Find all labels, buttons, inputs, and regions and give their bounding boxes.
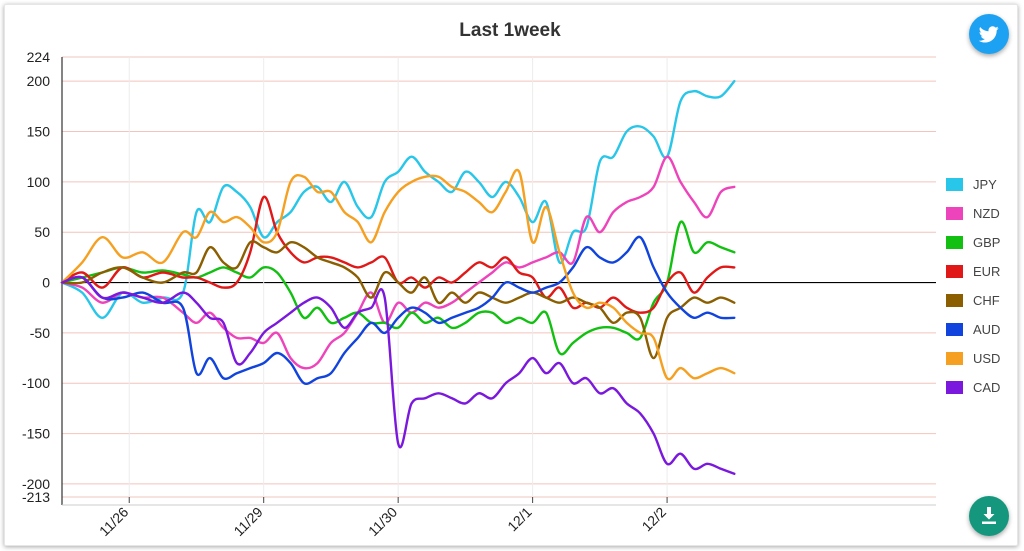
series-line-gbp [60,220,736,356]
legend-label: NZD [973,206,1000,221]
legend-label: GBP [973,235,1001,250]
legend-swatch [946,352,963,365]
legend-label: CAD [973,380,1001,395]
y-tick-label: 50 [34,224,50,240]
legend-label: USD [973,351,1001,366]
y-tick-label: -150 [22,426,50,442]
legend-label: JPY [973,177,997,192]
legend-swatch [946,236,963,249]
legend-label: CHF [973,293,1000,308]
x-tick-label: 11/26 [96,504,132,540]
twitter-share-button[interactable] [969,14,1009,54]
legend-item-usd[interactable]: USD [946,344,1000,373]
legend-swatch [946,323,963,336]
legend-swatch [946,178,963,191]
legend-item-gbp[interactable]: GBP [946,228,1000,257]
legend-swatch [946,381,963,394]
x-tick-label: 11/30 [365,504,401,540]
legend-label: EUR [973,264,1001,279]
download-icon [982,507,996,524]
y-tick-label: 0 [42,275,50,291]
legend-item-chf[interactable]: CHF [946,286,1000,315]
series-line-cad [60,275,736,475]
legend-item-aud[interactable]: AUD [946,315,1000,344]
legend-item-nzd[interactable]: NZD [946,199,1000,228]
axes [61,57,936,506]
y-tick-label: -100 [22,375,50,391]
chart-title: Last 1week [459,20,561,41]
legend-item-cad[interactable]: CAD [946,373,1000,402]
grid-lines [62,56,936,498]
legend-swatch [946,207,963,220]
x-tick-label: 12/2 [639,504,670,535]
y-tick-label: -200 [22,476,50,492]
y-tick-label: -213 [22,489,50,505]
y-tick-label: 100 [27,174,51,190]
y-tick-label: 150 [27,124,51,140]
y-tick-label: -50 [30,325,50,341]
series-line-aud [60,235,736,385]
y-tick-label: 200 [27,73,51,89]
y-tick-label: 224 [27,49,51,65]
legend-label: AUD [973,322,1001,337]
legend-swatch [946,294,963,307]
legend-item-eur[interactable]: EUR [946,257,1000,286]
chart-legend: JPY NZD GBP EUR CHF AUD USD CAD [946,170,1000,402]
legend-swatch [946,265,963,278]
series-lines [60,80,736,475]
x-tick-label: 12/1 [504,504,535,535]
twitter-icon [979,25,999,42]
x-tick-label: 11/29 [230,504,266,540]
series-line-chf [60,240,736,360]
series-line-usd [60,168,736,381]
download-button[interactable] [969,496,1009,536]
legend-item-jpy[interactable]: JPY [946,170,1000,199]
